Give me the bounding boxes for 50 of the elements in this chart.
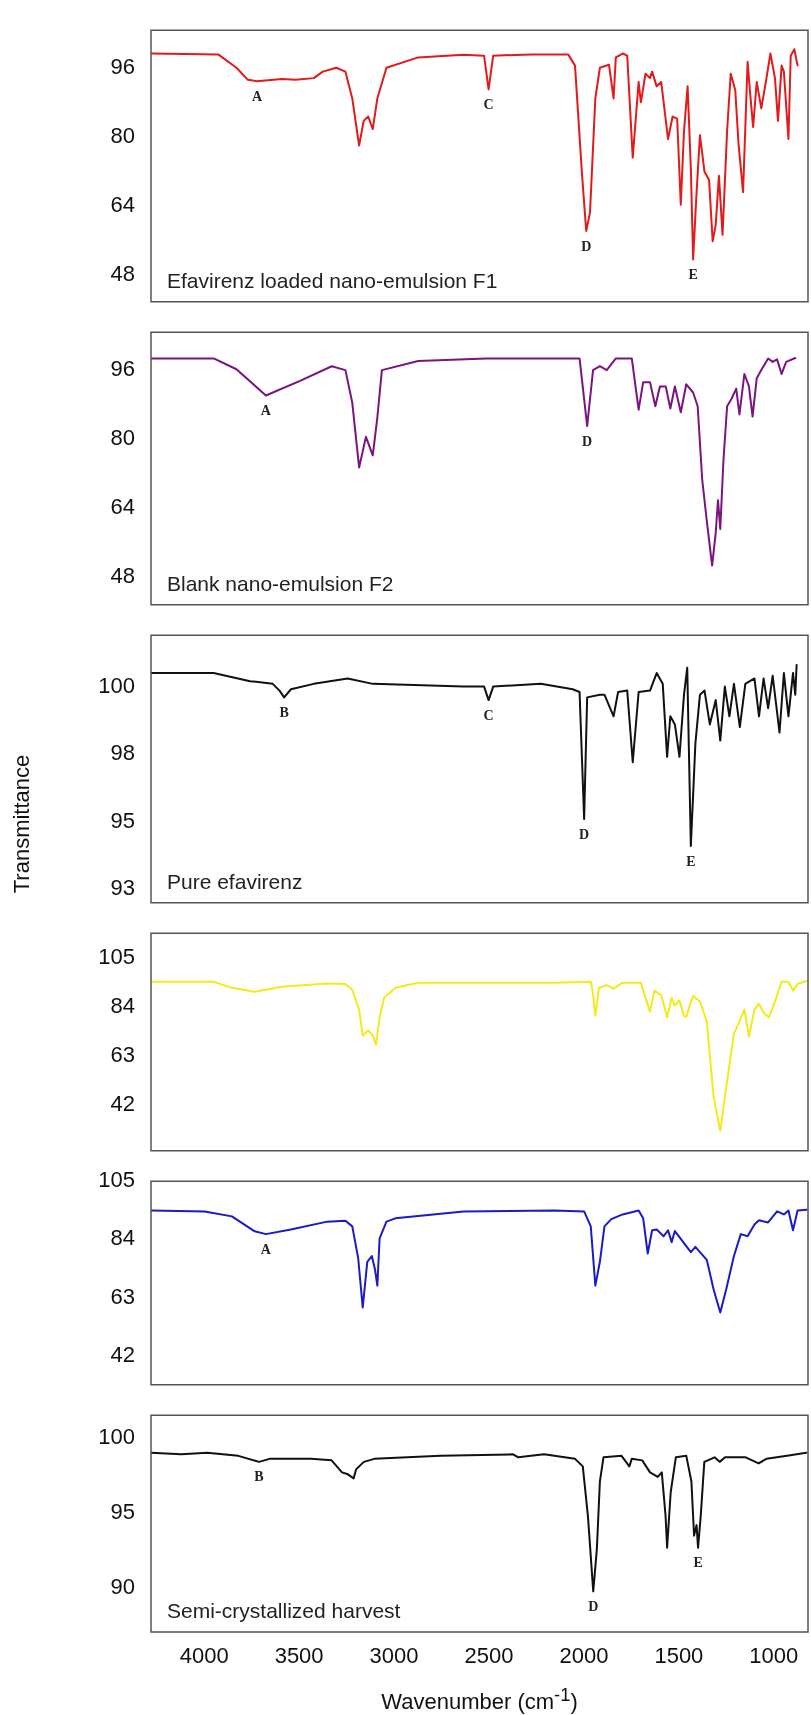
x-axis-title: Wavenumber (cm$^{-1}$): [381, 1684, 578, 1715]
y-tick-label: 105: [98, 944, 135, 970]
annotation: C: [483, 707, 494, 723]
y-tick-label: 90: [110, 1574, 135, 1600]
y-tick-label: 42: [110, 1341, 135, 1367]
y-tick-label: 93: [110, 875, 135, 901]
annotation: D: [588, 1598, 599, 1614]
y-tick-label: 48: [110, 562, 135, 588]
text: Blank nano-emulsion F2: [167, 571, 394, 595]
text: Semi-crystallized harvest: [167, 1599, 401, 1622]
annotation: D: [579, 826, 590, 842]
annotation: D: [581, 238, 592, 254]
y-tick-label: 98: [110, 740, 135, 766]
text: Pure efavirenz: [167, 869, 303, 893]
y-tick-label: 96: [110, 356, 135, 382]
y-tick-label: 96: [110, 53, 135, 79]
annotation: B: [254, 1469, 264, 1485]
annotation: E: [693, 1555, 703, 1571]
annotation: D: [582, 433, 593, 449]
x-tick-label: 3000: [369, 1643, 419, 1669]
y-tick-label: 95: [110, 807, 135, 833]
annotation: A: [251, 88, 263, 104]
y-tick-label: 95: [110, 1499, 135, 1525]
annotation: B: [279, 704, 289, 720]
annotation: C: [483, 96, 494, 112]
x-tick-label: 2000: [559, 1643, 609, 1669]
annotation: A: [260, 403, 272, 419]
x-tick-label: 2500: [464, 1643, 514, 1669]
y-tick-label: 84: [110, 993, 135, 1019]
x-tick-label: 1000: [749, 1643, 799, 1669]
y-tick-label: 80: [110, 425, 135, 451]
y-tick-label: 63: [110, 1283, 135, 1309]
y-tick-label: 42: [110, 1091, 135, 1117]
y-tick-label: 48: [110, 261, 135, 287]
y-tick-label: 64: [110, 192, 135, 217]
annotation: A: [260, 1241, 272, 1257]
annotation: E: [686, 853, 696, 869]
y-tick-label: 105: [98, 1167, 135, 1193]
y-tick-label: 84: [110, 1225, 135, 1251]
x-tick-label: 1500: [654, 1643, 704, 1669]
y-axis-title: Transmittance: [9, 754, 35, 893]
y-tick-label: 63: [110, 1042, 135, 1068]
y-tick-label: 100: [98, 672, 135, 698]
text: Efavirenz loaded nano-emulsion F1: [167, 268, 498, 292]
annotation: E: [688, 267, 698, 283]
x-tick-label: 4000: [179, 1643, 229, 1669]
y-tick-label: 100: [98, 1423, 135, 1449]
y-tick-label: 64: [110, 493, 135, 519]
y-tick-label: 80: [110, 122, 135, 148]
x-tick-label: 3500: [274, 1643, 324, 1669]
